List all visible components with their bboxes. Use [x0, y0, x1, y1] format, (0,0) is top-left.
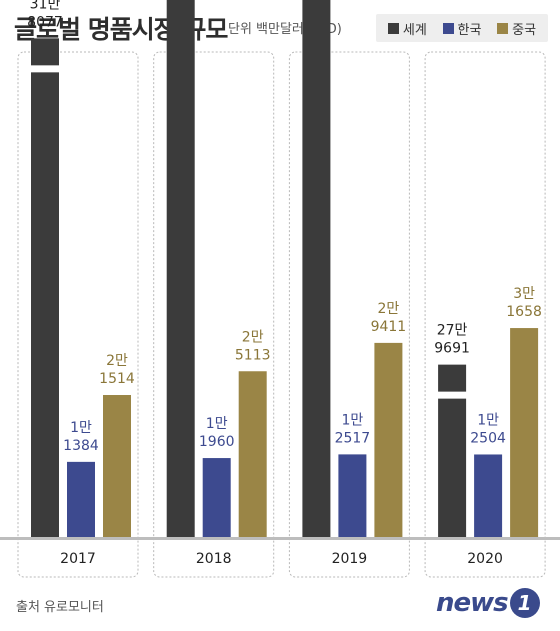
axis-break	[30, 65, 60, 73]
data-label: 31만	[30, 0, 61, 12]
x-tick-label: 2017	[60, 551, 96, 567]
legend-swatch-korea	[442, 22, 454, 34]
source-note: 출처 유로모니터	[16, 600, 104, 615]
data-label: 2만	[378, 301, 400, 317]
data-label: 1만	[342, 412, 364, 428]
data-label: 1960	[199, 434, 235, 450]
x-tick-label: 2019	[332, 551, 368, 567]
data-label: 3만	[513, 286, 535, 302]
x-tick-label: 2020	[467, 551, 503, 567]
bar-world	[438, 364, 467, 537]
year-panel	[288, 51, 410, 578]
bar-china	[374, 342, 403, 537]
legend-label-korea: 한국	[457, 22, 482, 38]
logo-badge: 1	[509, 588, 540, 618]
legend-item-korea: 한국	[442, 19, 482, 38]
bar-world	[31, 38, 59, 538]
bar-china	[238, 371, 267, 537]
data-label: 1만	[477, 412, 499, 428]
data-label: 27만	[437, 323, 468, 339]
axis-break	[437, 391, 468, 399]
data-label: 1658	[506, 304, 542, 320]
data-label: 9411	[371, 319, 407, 335]
data-label: 2만	[106, 353, 128, 369]
data-label: 8077	[27, 14, 63, 30]
bar-world	[302, 0, 331, 537]
legend-label-china: 중국	[512, 22, 537, 38]
news1-logo: news 1	[436, 588, 540, 618]
data-label: 9691	[434, 341, 470, 357]
data-label: 1만	[206, 416, 228, 432]
year-panel	[153, 51, 275, 578]
legend-swatch-world	[387, 22, 399, 34]
logo-text: news	[436, 588, 509, 618]
baseline	[0, 537, 560, 540]
legend-item-china: 중국	[497, 19, 536, 38]
data-label: 2517	[335, 430, 371, 446]
bar-korea	[202, 458, 231, 537]
bar-china	[510, 328, 539, 537]
legend: 세계 한국 중국	[376, 14, 548, 42]
bar-china	[103, 395, 131, 537]
legend-label-world: 세계	[402, 22, 427, 38]
data-label: 2504	[470, 430, 506, 446]
legend-swatch-china	[497, 22, 509, 34]
bar-korea	[474, 454, 503, 537]
data-label: 1384	[63, 438, 99, 454]
bar-chart: 31만80771만13842만1514201733만56021만19602만51…	[0, 0, 560, 578]
data-label: 5113	[235, 347, 271, 363]
data-label: 1만	[70, 420, 92, 436]
data-label: 2만	[242, 329, 264, 345]
legend-item-world: 세계	[387, 19, 427, 38]
year-panel	[424, 51, 546, 578]
bar-korea	[338, 454, 367, 537]
bar-korea	[67, 461, 95, 537]
bar-world	[166, 0, 195, 538]
year-panel	[17, 51, 139, 578]
x-tick-label: 2018	[196, 551, 232, 567]
data-label: 1514	[99, 371, 135, 387]
